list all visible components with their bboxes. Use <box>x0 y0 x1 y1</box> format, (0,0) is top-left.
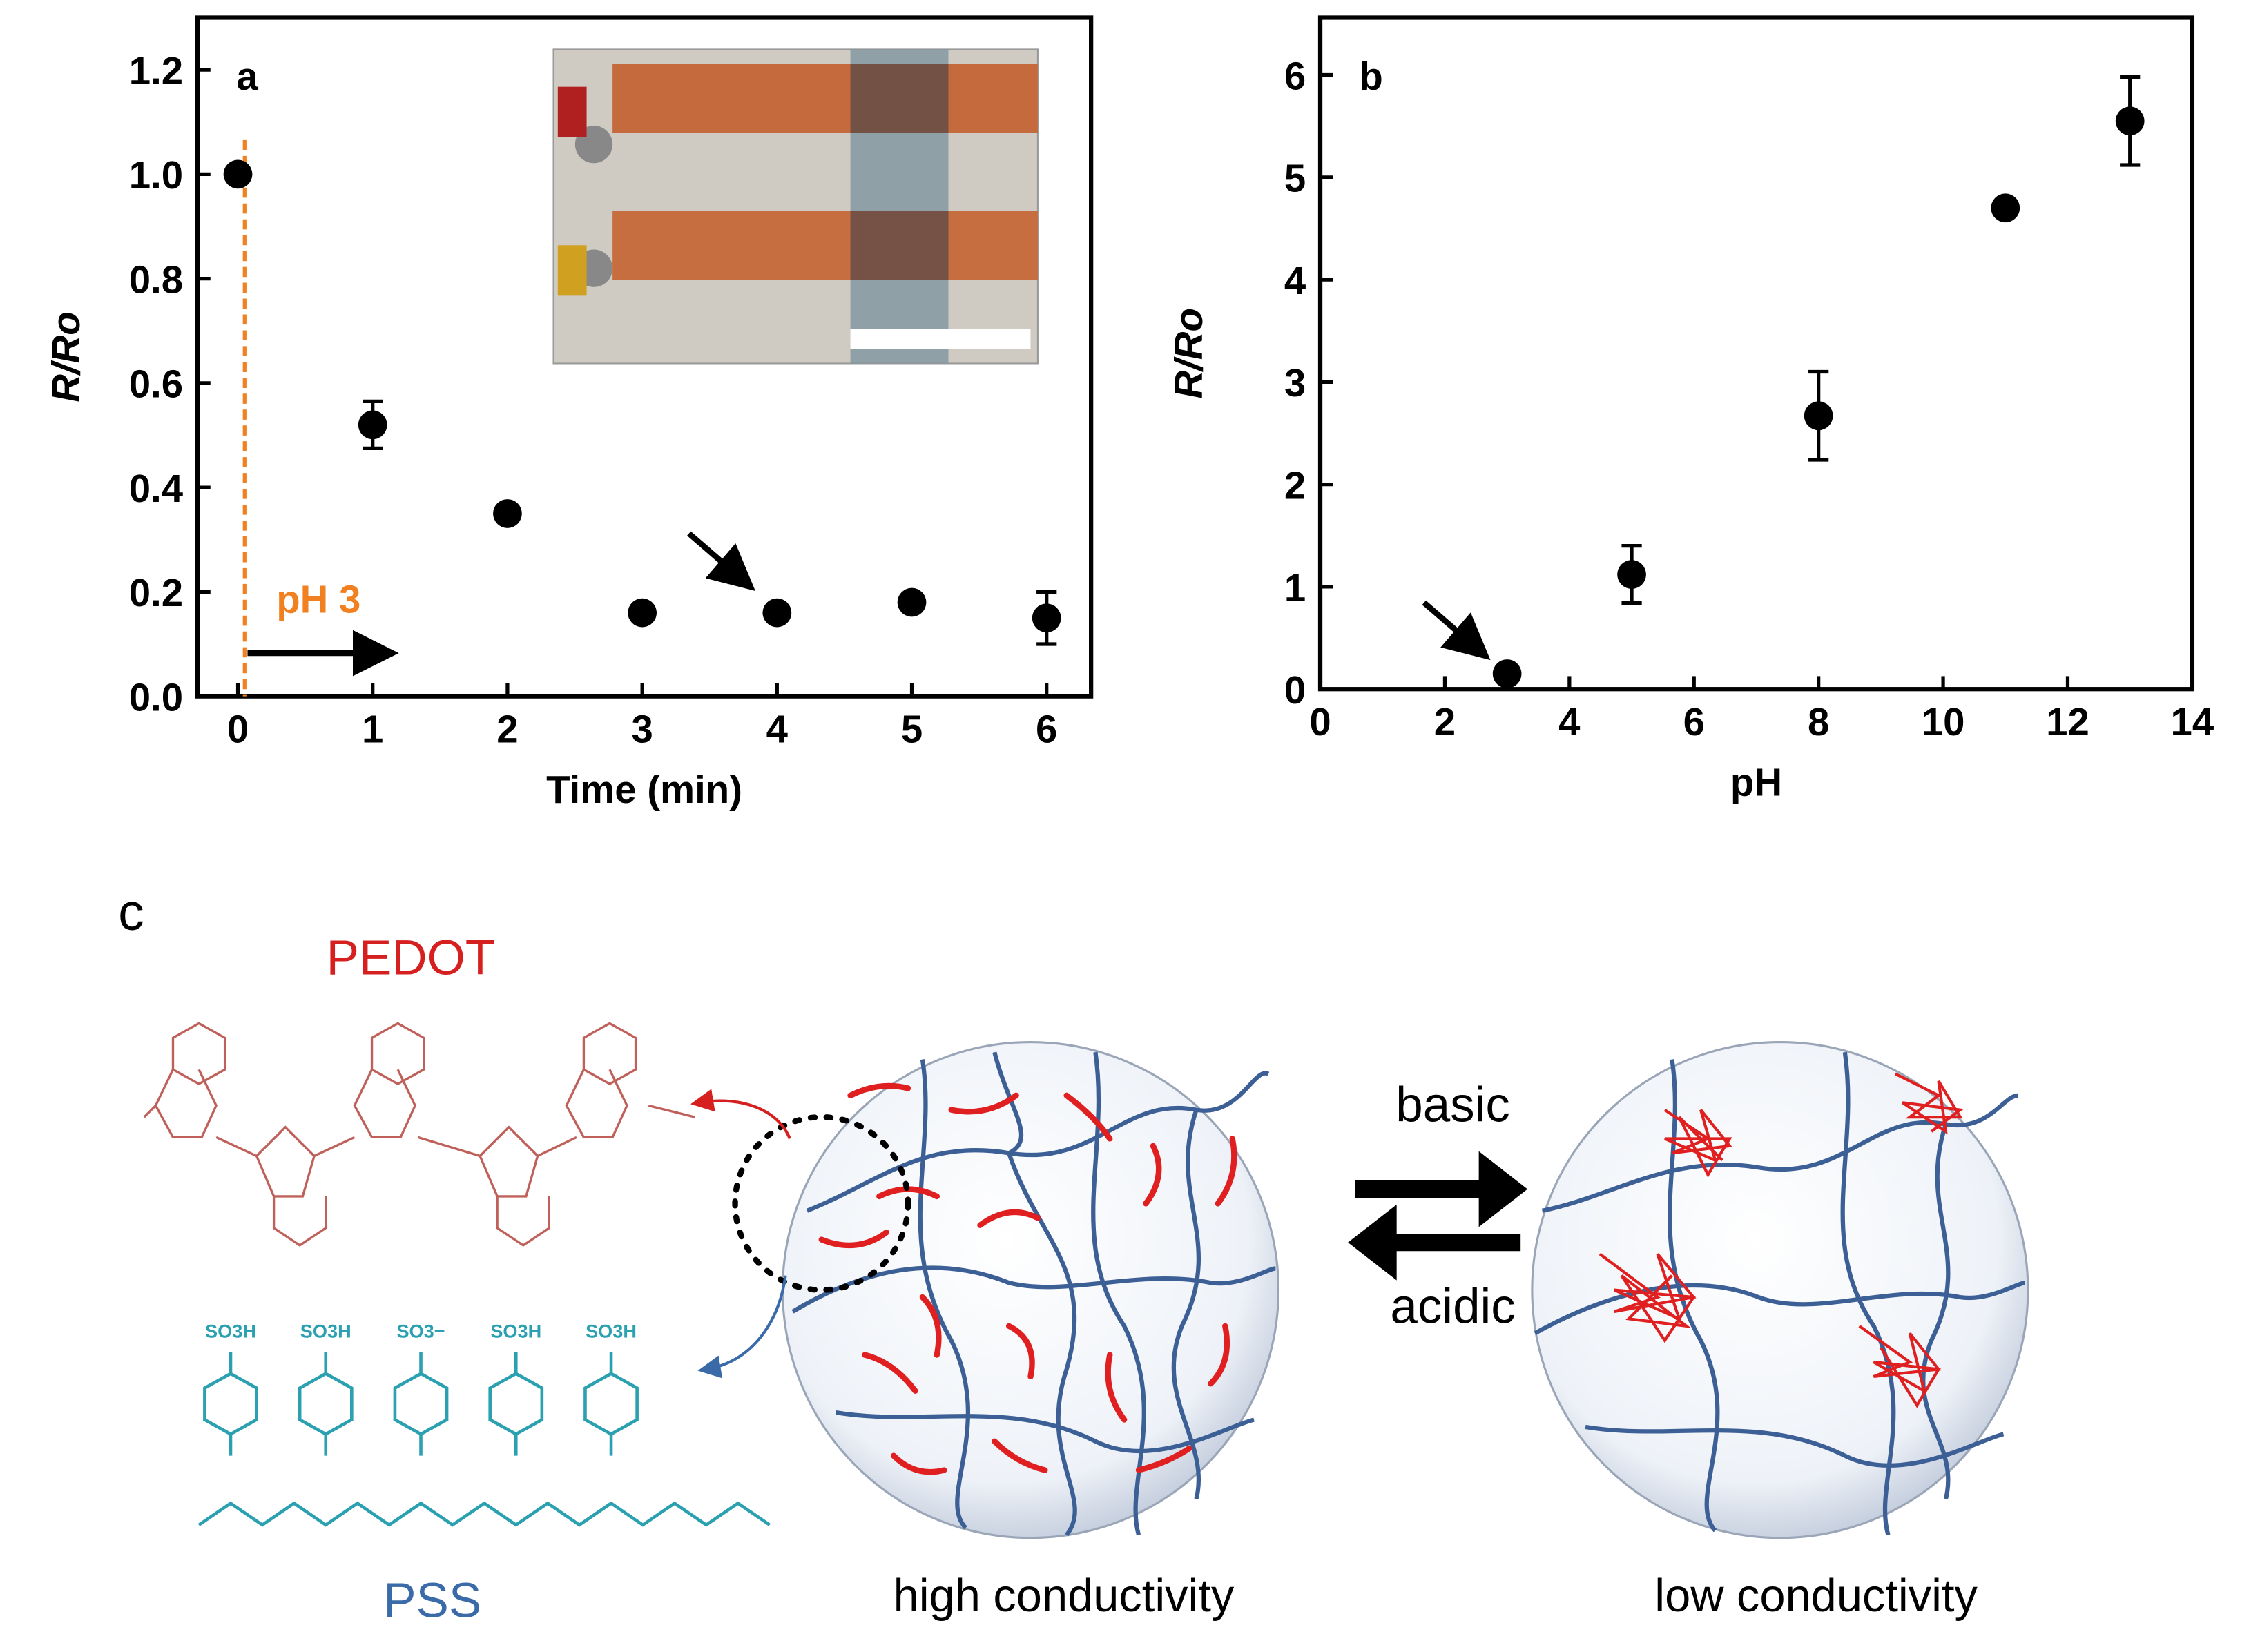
x-tick-label: 14 <box>2171 700 2214 744</box>
sphere-low <box>1531 1041 2029 1539</box>
backward-label: acidic <box>1390 1280 1515 1334</box>
x-tick-label: 10 <box>1922 700 1965 744</box>
point <box>1617 560 1646 589</box>
x-tick-label: 0 <box>227 707 249 750</box>
pss-group: SO3H <box>490 1321 541 1342</box>
pedot-arrow <box>690 1089 791 1140</box>
x-axis-label: pH <box>1730 761 1782 804</box>
state-label: low conductivity <box>1654 1571 1978 1622</box>
y-tick-label: 1.2 <box>129 49 183 93</box>
y-tick-label: 0.8 <box>129 257 183 301</box>
panel-label: a <box>236 55 258 98</box>
forward-label: basic <box>1395 1078 1510 1132</box>
x-tick-label: 12 <box>2046 700 2089 744</box>
annotation: pH 3 <box>276 578 360 621</box>
zoom-circle <box>732 1114 911 1293</box>
x-tick-label: 0 <box>1309 700 1331 744</box>
point <box>1032 603 1061 633</box>
x-tick-label: 3 <box>631 707 653 750</box>
y-axis-label: R/Ro <box>44 311 88 402</box>
x-tick-label: 5 <box>901 707 923 750</box>
y-tick-label: 0 <box>1284 668 1306 712</box>
network-low <box>1534 1051 2026 1536</box>
point <box>1991 193 2020 223</box>
y-tick-label: 0.2 <box>129 571 183 614</box>
point <box>1492 659 1522 688</box>
y-tick-label: 0.6 <box>129 362 183 406</box>
x-axis-label: Time (min) <box>546 768 742 811</box>
x-tick-label: 6 <box>1683 700 1705 744</box>
pss-group: SO3− <box>396 1321 445 1342</box>
backward-arrow <box>1348 1204 1521 1281</box>
y-tick-label: 3 <box>1284 361 1306 405</box>
benzene-ring <box>203 1352 258 1456</box>
benzene-ring <box>393 1352 449 1456</box>
y-tick-label: 0.4 <box>129 467 184 510</box>
pss-label: PSS <box>383 1573 481 1628</box>
benzene-ring <box>298 1352 354 1456</box>
point <box>358 410 387 440</box>
chart: 0 1 2 3 4 5 6 0.0 0.2 0.4 0.6 0.8 1.0 1.2 Time (min) R/… <box>44 15 1094 811</box>
pedot-coils-low <box>1599 1072 1964 1408</box>
y-tick-label: 1 <box>1284 566 1306 610</box>
y-tick-label: 0.0 <box>129 676 183 719</box>
x-tick-label: 1 <box>362 707 383 750</box>
x-tick-label: 2 <box>496 707 518 750</box>
pedot-label: PEDOT <box>327 931 495 985</box>
network-high <box>791 1051 1276 1537</box>
x-tick-label: 8 <box>1808 700 1829 744</box>
pointer-arrow <box>1422 600 1491 661</box>
y-tick-label: 6 <box>1284 54 1306 97</box>
benzene-ring <box>488 1352 544 1456</box>
pss-group: SO3H <box>586 1321 637 1342</box>
y-tick-label: 4 <box>1284 259 1306 302</box>
pedot-structure <box>143 1022 695 1247</box>
pss-group: SO3H <box>300 1321 351 1342</box>
pss-structure <box>197 1352 771 1527</box>
point <box>493 499 522 528</box>
x-tick-label: 4 <box>1558 700 1581 744</box>
pss-arrow <box>697 1275 787 1379</box>
diagram: c PEDOT PSS SO3H SO3H SO3− SO3H SO3H <box>118 883 2029 1628</box>
y-tick-label: 2 <box>1284 464 1306 507</box>
x-tick-label: 2 <box>1434 700 1456 744</box>
inset-photo <box>552 48 1039 365</box>
pointer-arrow <box>687 531 755 591</box>
benzene-ring <box>583 1352 639 1456</box>
pedot-chains-high <box>818 1082 1237 1475</box>
forward-arrow <box>1355 1151 1528 1227</box>
point <box>223 159 253 189</box>
x-tick-label: 4 <box>766 707 789 750</box>
y-axis-label: R/Ro <box>1167 308 1210 398</box>
point <box>897 587 927 617</box>
plot-frame <box>195 15 1094 699</box>
pss-group: SO3H <box>205 1321 256 1342</box>
point <box>1804 401 1833 431</box>
point <box>2115 106 2145 136</box>
x-tick-label: 6 <box>1036 707 1057 750</box>
state-label: high conductivity <box>894 1571 1235 1622</box>
plot-frame <box>1317 15 2195 692</box>
panel-label: b <box>1359 55 1382 98</box>
panel-label: c <box>118 883 144 941</box>
y-tick-label: 5 <box>1284 157 1306 200</box>
point <box>628 598 657 628</box>
point <box>762 598 792 628</box>
y-tick-label: 1.0 <box>129 153 183 197</box>
